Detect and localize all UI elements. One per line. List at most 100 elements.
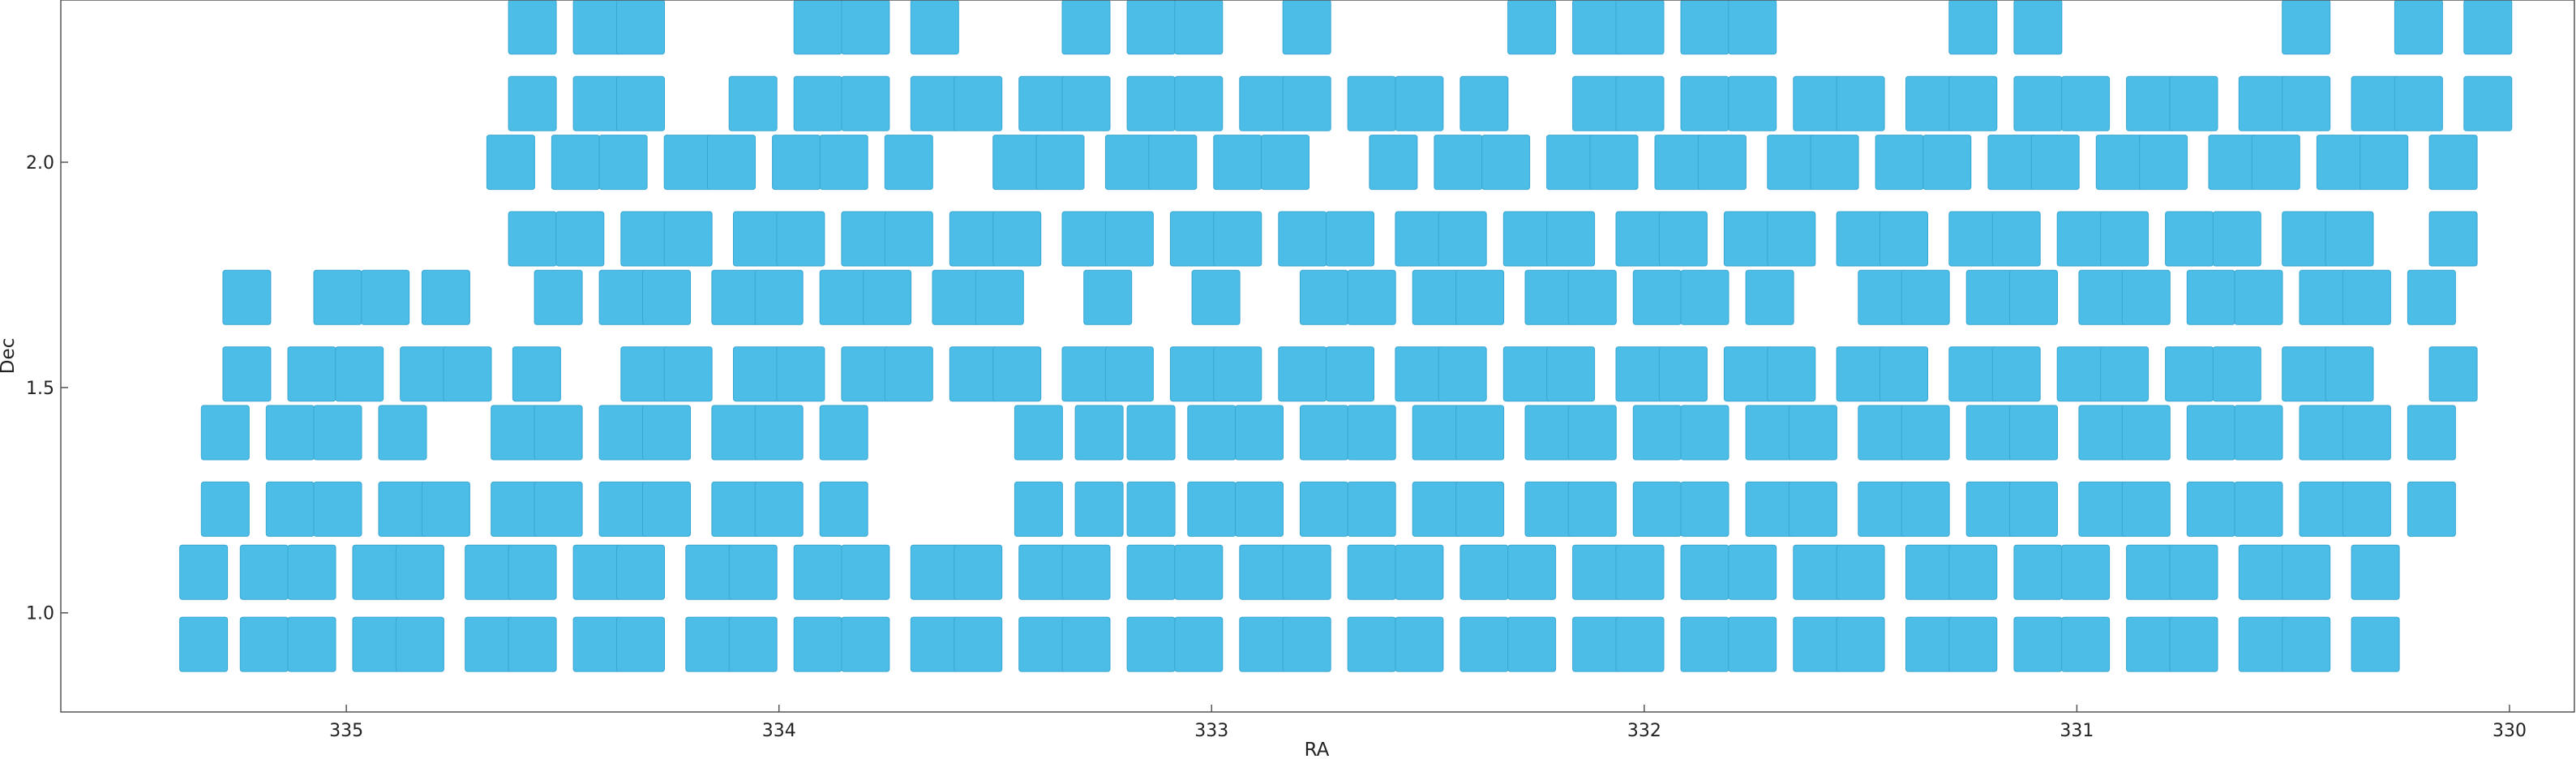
tile-marker: [1836, 75, 1885, 131]
tile-marker: [1767, 211, 1816, 267]
tile-marker: [1723, 211, 1772, 267]
tile-marker: [1347, 544, 1396, 600]
tile-marker: [1524, 481, 1574, 537]
tile-marker: [616, 544, 665, 600]
tile-marker: [287, 544, 336, 600]
tile-marker: [287, 346, 336, 402]
tile-marker: [819, 405, 868, 461]
tile-marker: [1745, 405, 1794, 461]
tile-marker: [1395, 346, 1444, 402]
tile-marker: [1412, 481, 1461, 537]
tile-marker: [598, 269, 648, 325]
tile-marker: [663, 211, 713, 267]
tile-marker: [1061, 616, 1111, 672]
tile-marker: [1793, 75, 1842, 131]
tile-marker: [1793, 544, 1842, 600]
tile-marker: [1991, 211, 2041, 267]
tile-marker: [1680, 405, 1729, 461]
tile-marker: [910, 0, 959, 55]
tile-marker: [1745, 269, 1794, 325]
tile-marker: [1126, 75, 1176, 131]
tile-marker: [884, 346, 933, 402]
tile-marker: [1745, 481, 1794, 537]
tile-marker: [841, 211, 890, 267]
tile-marker: [2282, 346, 2331, 402]
tile-marker: [534, 405, 583, 461]
tile-marker: [1061, 211, 1111, 267]
tile-marker: [598, 405, 648, 461]
tile-marker: [551, 135, 600, 191]
x-axis-ticks: 335 334 333 332 331 330: [329, 705, 2527, 741]
tile-marker: [2428, 135, 2478, 191]
tile-marker: [512, 346, 561, 402]
tile-marker: [728, 75, 778, 131]
tile-marker: [733, 211, 782, 267]
tile-marker: [2325, 346, 2374, 402]
tile-marker: [1567, 481, 1617, 537]
tile-marker: [1987, 135, 2037, 191]
tile-marker: [400, 346, 449, 402]
tile-marker: [2013, 544, 2063, 600]
tile-marker: [1347, 616, 1396, 672]
tile-marker: [2121, 269, 2171, 325]
tile-marker: [1074, 481, 1124, 537]
tile-marker: [819, 481, 868, 537]
tile-marker: [841, 544, 890, 600]
tile-marker: [1104, 135, 1154, 191]
tile-marker: [1438, 211, 1487, 267]
tile-marker: [733, 346, 782, 402]
tile-marker: [1680, 269, 1729, 325]
tile-marker: [421, 269, 470, 325]
tile-marker: [2394, 75, 2443, 131]
tile-markers: [179, 0, 2513, 672]
tile-marker: [1524, 269, 1574, 325]
tile-marker: [2100, 211, 2150, 267]
tile-marker: [2121, 481, 2171, 537]
tile-marker: [395, 544, 444, 600]
tile-marker: [841, 0, 890, 55]
tile-marker: [2009, 269, 2058, 325]
tile-marker: [2282, 616, 2331, 672]
tile-marker: [1680, 481, 1729, 537]
tile-marker: [2061, 616, 2111, 672]
tile-marker: [508, 211, 557, 267]
tile-marker: [793, 616, 842, 672]
tile-marker: [1300, 481, 1348, 537]
tile-marker: [1018, 616, 1068, 672]
tile-marker: [2238, 75, 2287, 131]
tile-marker: [2126, 75, 2175, 131]
tile-marker: [1905, 544, 1954, 600]
tile-marker: [841, 346, 890, 402]
tile-marker: [819, 135, 868, 191]
tile-marker: [508, 75, 557, 131]
tile-marker: [1572, 616, 1622, 672]
tile-marker: [1901, 269, 1950, 325]
tile-marker: [572, 0, 622, 55]
tile-marker: [1836, 346, 1885, 402]
tile-marker: [2100, 346, 2150, 402]
tile-marker: [1014, 481, 1063, 537]
tile-marker: [598, 135, 648, 191]
tile-marker: [572, 75, 622, 131]
tile-marker: [1546, 211, 1596, 267]
tile-marker: [508, 616, 557, 672]
tile-marker: [2013, 0, 2063, 55]
tile-marker: [421, 481, 470, 537]
tile-marker: [1680, 0, 1729, 55]
tile-marker: [2238, 616, 2287, 672]
tile-marker: [572, 616, 622, 672]
tile-marker: [992, 211, 1042, 267]
tile-marker: [1507, 616, 1557, 672]
tile-marker: [1148, 135, 1198, 191]
tile-marker: [179, 544, 229, 600]
tile-marker: [378, 405, 427, 461]
tile-marker: [1901, 481, 1950, 537]
tile-marker: [1235, 405, 1284, 461]
tile-marker: [1572, 0, 1622, 55]
tile-marker: [1948, 211, 1998, 267]
tile-marker: [1948, 346, 1998, 402]
x-axis-label: RA: [1305, 740, 1330, 759]
tile-marker: [1174, 616, 1224, 672]
tile-marker: [954, 616, 1003, 672]
tile-marker: [2316, 135, 2365, 191]
